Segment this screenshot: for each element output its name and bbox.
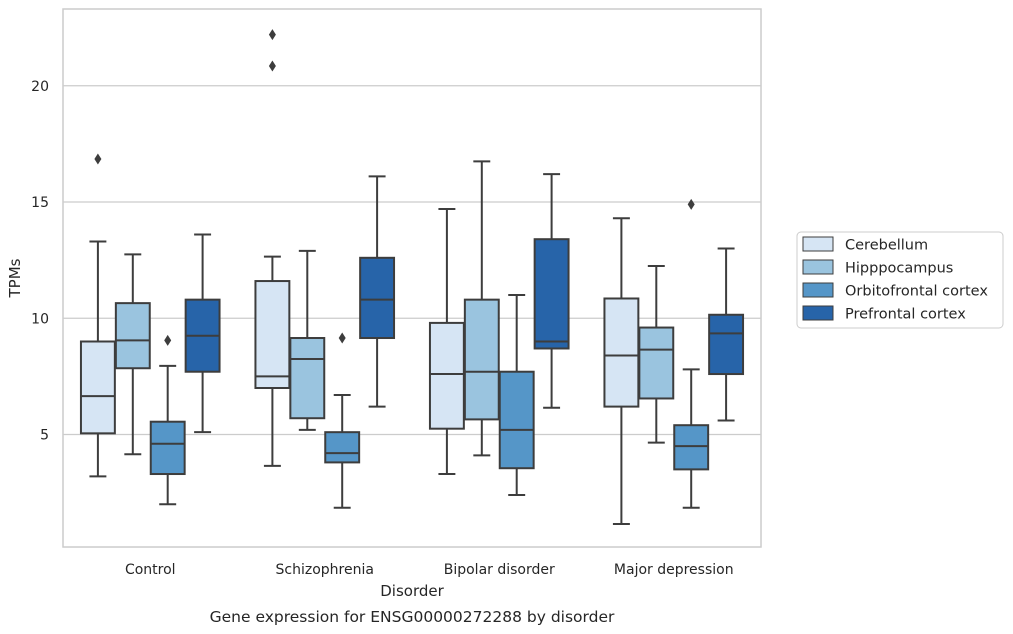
box-hipppocampus [114, 253, 151, 456]
box-body [638, 326, 675, 400]
box-body [114, 302, 151, 370]
x-tick-label: Control [125, 562, 176, 578]
box-cerebellum [254, 29, 291, 467]
box-prefrontal-cortex [708, 247, 745, 422]
outlier-point [338, 332, 346, 344]
legend-swatch [802, 259, 834, 275]
legend-label: Prefrontal cortex [845, 307, 966, 323]
tick-labels: 5 10 15 20 Control Schizophrenia Bipolar disor… [31, 79, 733, 578]
axes [62, 8, 762, 548]
y-tick-label: 20 [31, 79, 49, 95]
legend-swatch [802, 305, 834, 321]
outlier-point [268, 29, 276, 41]
outlier-point [687, 198, 695, 210]
legend: Cerebellum Hipppocampus Orbitofrontal cort… [796, 231, 1004, 329]
box-body [289, 337, 326, 420]
box-cerebellum [79, 153, 116, 478]
legend-swatch [802, 282, 834, 298]
legend-label: Cerebellum [845, 238, 928, 254]
box-plots [79, 29, 745, 526]
legend-label: Hipppocampus [845, 261, 953, 277]
outlier-point [94, 153, 102, 165]
box-body [359, 256, 396, 340]
box-prefrontal-cortex [533, 173, 570, 409]
box-body [324, 431, 361, 464]
x-axis-label: Disorder [380, 582, 444, 600]
outlier-point [268, 60, 276, 72]
box-hipppocampus [638, 264, 675, 444]
box-cerebellum [428, 207, 465, 476]
legend-label: Orbitofrontal cortex [845, 284, 988, 300]
box-body [463, 298, 500, 421]
box-orbitofrontal-cortex [673, 198, 710, 509]
y-tick-label: 5 [40, 428, 49, 444]
box-body [254, 280, 291, 389]
box-orbitofrontal-cortex [324, 332, 361, 509]
legend-swatch [802, 236, 834, 252]
box-body [603, 297, 640, 408]
gridlines [63, 85, 761, 436]
box-orbitofrontal-cortex [498, 294, 535, 496]
box-body [149, 420, 186, 476]
x-tick-label: Schizophrenia [276, 562, 374, 578]
box-hipppocampus [289, 249, 326, 431]
x-tick-label: Major depression [614, 562, 734, 578]
x-tick-label: Bipolar disorder [444, 562, 555, 578]
figure-caption: Gene expression for ENSG00000272288 by d… [210, 608, 615, 626]
box-body [79, 340, 116, 435]
box-orbitofrontal-cortex [149, 334, 186, 506]
box-prefrontal-cortex [359, 175, 396, 408]
box-hipppocampus [463, 160, 500, 457]
box-body [533, 238, 570, 350]
box-body [498, 370, 535, 470]
legend-frame [796, 231, 1004, 329]
box-body [708, 313, 745, 376]
outlier-point [164, 334, 172, 346]
box-body [428, 321, 465, 430]
box-body [673, 424, 710, 471]
box-prefrontal-cortex [184, 233, 221, 434]
y-tick-label: 15 [31, 195, 49, 211]
plot-frame [62, 8, 762, 548]
box-cerebellum [603, 217, 640, 526]
y-tick-label: 10 [31, 311, 49, 327]
y-axis-label: TPMs [6, 258, 24, 298]
